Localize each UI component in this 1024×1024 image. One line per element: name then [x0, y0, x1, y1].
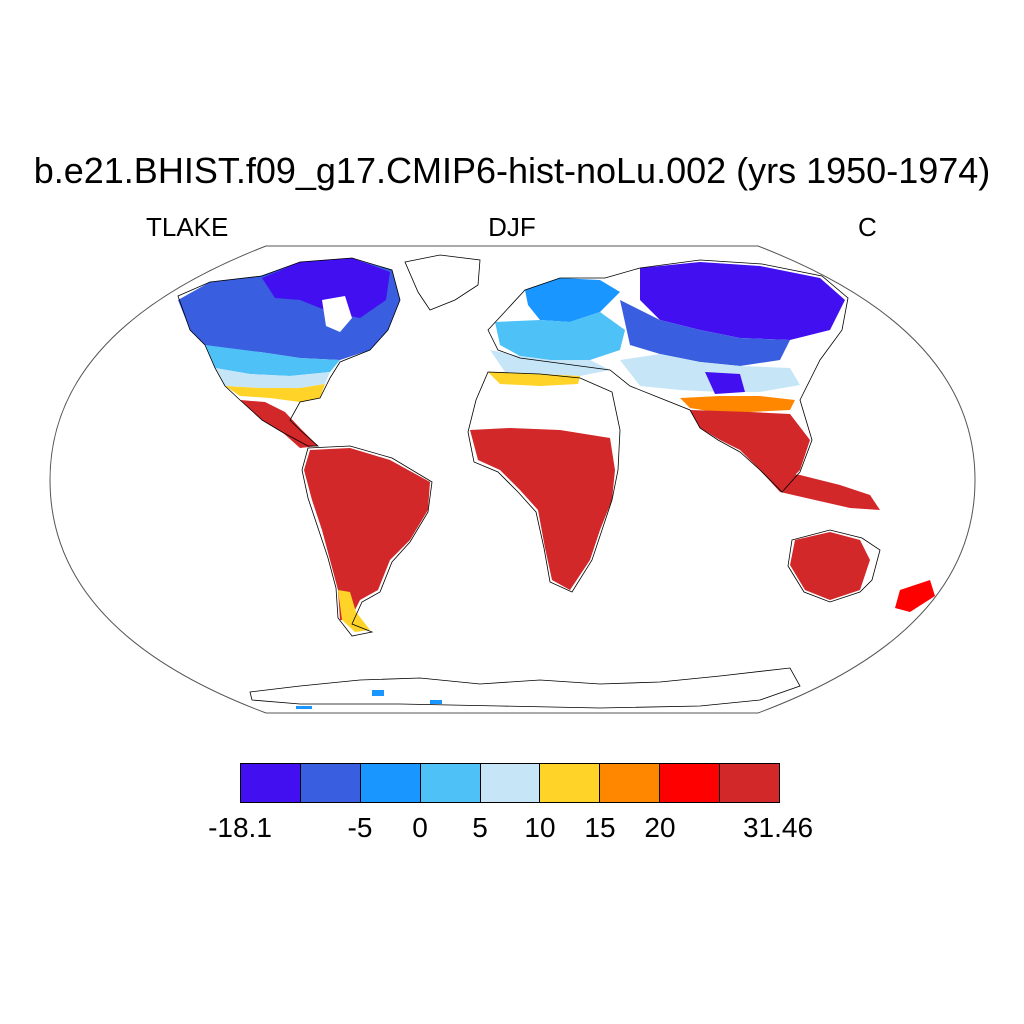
- units-label: C: [858, 212, 877, 242]
- colorbar-swatch: [420, 764, 481, 802]
- region-us-north: [205, 345, 340, 376]
- colorbar-swatch: [241, 764, 301, 802]
- region-tibet: [705, 372, 745, 394]
- colorbar-tick-label: 0: [412, 812, 428, 843]
- colorbar-tick-label: 10: [524, 812, 556, 843]
- colorbar-swatch: [720, 764, 780, 802]
- region-new-zealand: [895, 580, 935, 612]
- region-central-america: [240, 400, 318, 448]
- colorbar-swatch: [360, 764, 421, 802]
- coast-africa: [467, 371, 621, 593]
- colorbar-tick-label: -18.1: [208, 812, 272, 843]
- colorbar-swatch: [660, 764, 721, 802]
- region-india-sea: [690, 410, 810, 490]
- colorbar: [240, 763, 780, 803]
- region-indonesia: [760, 470, 880, 510]
- coast-greenland: [404, 254, 481, 311]
- coast-eurasia: [487, 259, 849, 493]
- region-central-asia: [620, 300, 790, 366]
- season-label: DJF: [488, 212, 536, 242]
- region-scandinavia: [525, 278, 620, 322]
- colorbar-swatch: [480, 764, 541, 802]
- region-us-south: [225, 384, 325, 402]
- colorbar-tick-label: 5: [472, 812, 488, 843]
- region-europe: [495, 312, 625, 360]
- region-us-central: [215, 368, 330, 388]
- colorbar-swatch: [540, 764, 601, 802]
- region-patagonia: [338, 590, 370, 632]
- coast-south-america: [301, 445, 433, 637]
- coast-north-america: [177, 257, 401, 447]
- region-south-america: [304, 448, 430, 620]
- variable-label: TLAKE: [146, 212, 229, 242]
- region-siberia: [640, 262, 845, 340]
- coast-antarctica: [249, 667, 801, 709]
- region-arctic-canada: [262, 258, 390, 318]
- colorbar-swatch: [300, 764, 361, 802]
- colorbar-tick-label: -5: [347, 812, 373, 843]
- region-mediterranean: [490, 350, 610, 376]
- region-africa: [470, 428, 615, 590]
- colorbar-tick-label: 31.46: [742, 812, 814, 843]
- colorbar-tick-label: 20: [644, 812, 676, 843]
- colorbar-tick-label: 15: [584, 812, 616, 843]
- region-south-asia-band: [680, 396, 795, 412]
- plot-title: b.e21.BHIST.f09_g17.CMIP6-hist-noLu.002 …: [33, 150, 991, 191]
- region-antarctic-lakes: [296, 690, 442, 709]
- coast-australia: [787, 529, 881, 603]
- colorbar-swatch: [600, 764, 661, 802]
- region-australia: [790, 532, 870, 600]
- region-hudson-bay: [322, 296, 352, 332]
